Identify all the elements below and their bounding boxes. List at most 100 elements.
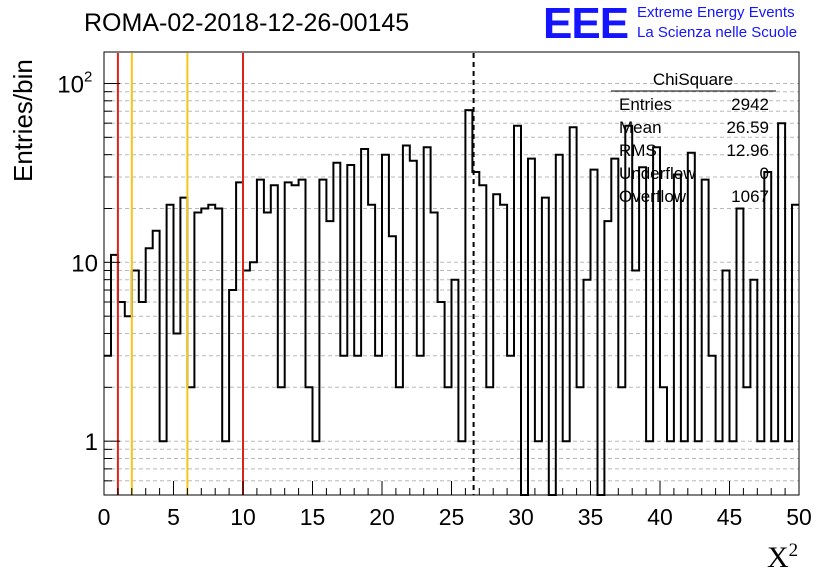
histogram-bin [577,52,584,495]
x-tick-label: 5 [167,504,180,530]
histogram-bin [271,52,278,495]
histogram-bin [479,52,486,495]
x-tick-label: 10 [230,504,256,530]
histogram-bin [257,52,264,495]
y-tick-label-superscript: 2 [84,68,92,85]
histogram-bin [347,52,354,495]
histogram-bin [535,52,542,495]
histogram-bin [445,52,452,495]
histogram-bin [514,52,521,495]
run-title: ROMA-02-2018-12-26-00145 [84,9,410,37]
histogram-bin [354,52,361,495]
histogram-bin [153,52,160,495]
stats-value: 2942 [731,95,769,114]
histogram-bin [584,52,591,495]
histogram-bin [326,52,333,495]
histogram-bin [563,52,570,495]
stats-label: Underflow [619,164,696,183]
histogram-bin [292,52,299,495]
stats-label: Mean [619,118,662,137]
histogram-bin [250,52,257,495]
histogram-bin [438,52,445,495]
histogram-bin [695,52,702,495]
histogram-bin [132,52,139,495]
histogram-bin [785,52,792,495]
histogram-bin [187,52,194,495]
histogram-bin [458,52,465,495]
x-tick-label: 30 [508,504,534,530]
y-tick-label: 10 [57,71,84,98]
histogram-bin [368,52,375,495]
x-axis-label: X2 [767,540,798,575]
histogram-bin [570,52,577,495]
x-tick-label: 0 [98,504,111,530]
histogram-bin [410,52,417,495]
histogram-bin [611,52,618,495]
histogram-bin [403,52,410,495]
eee-logo: EEE [543,0,629,48]
histogram-bin [104,52,111,495]
histogram-bin [667,52,674,495]
histogram-bin [125,52,132,495]
stats-title: ChiSquare [653,70,733,89]
histogram-bin [146,52,153,495]
x-tick-label: 45 [717,504,743,530]
x-tick-label: 15 [300,504,326,530]
histogram-layer [104,52,799,496]
histogram-bin [299,52,306,495]
histogram-bin [306,52,313,495]
histogram-bin [549,52,556,495]
histogram-bin [591,52,598,495]
histogram-bin [118,52,125,495]
histogram-bin [688,52,695,495]
histogram-bin [500,52,507,495]
stats-box: ChiSquare Entries 2942 Mean 26.59 RMS 12.96 Und… [611,70,776,206]
histogram-bin [167,52,174,495]
histogram-bin [174,52,181,495]
histogram-bin [417,52,424,495]
histogram-bin [278,52,285,495]
stats-value: 1067 [731,187,769,206]
x-tick-label: 40 [647,504,673,530]
x-tick-label: 35 [578,504,604,530]
histogram-bin [542,52,549,495]
marker-lines-layer [116,53,475,495]
stats-label: Overflow [619,187,687,206]
histogram-bin [382,52,389,495]
histogram-bin [716,52,723,495]
histogram-bin [319,52,326,495]
histogram-bin [180,52,187,495]
histogram-bin [521,52,528,495]
histogram-bin [243,52,250,495]
histogram-bin [528,52,535,495]
histogram-bin [604,52,611,495]
histogram-bin [674,52,681,495]
stats-label: RMS [619,141,657,160]
histogram-bin [215,52,222,495]
x-tick-label: 20 [369,504,395,530]
histogram-bin [396,52,403,495]
histogram-bin [778,52,785,495]
histogram-bin [486,52,493,495]
histogram-bin [424,52,431,495]
histogram-bin [222,52,229,495]
histogram-bin [236,52,243,495]
histogram-bin [139,52,146,495]
x-axis-label-superscript: 2 [788,540,799,561]
histogram-bin [160,52,167,495]
histogram-bin [333,52,340,495]
histogram-bin [375,52,382,495]
histogram-bin [507,52,514,495]
histogram-bin [201,52,208,495]
x-tick-label: 50 [786,504,812,530]
histogram-bin [285,52,292,495]
x-axis-label-base: X [767,541,789,574]
histogram-bin [452,52,459,495]
histogram-bin [771,52,778,495]
histogram-bin [702,52,709,495]
stats-value: 12.96 [726,141,769,160]
histogram-bin [340,52,347,495]
stats-label: Entries [619,95,672,114]
